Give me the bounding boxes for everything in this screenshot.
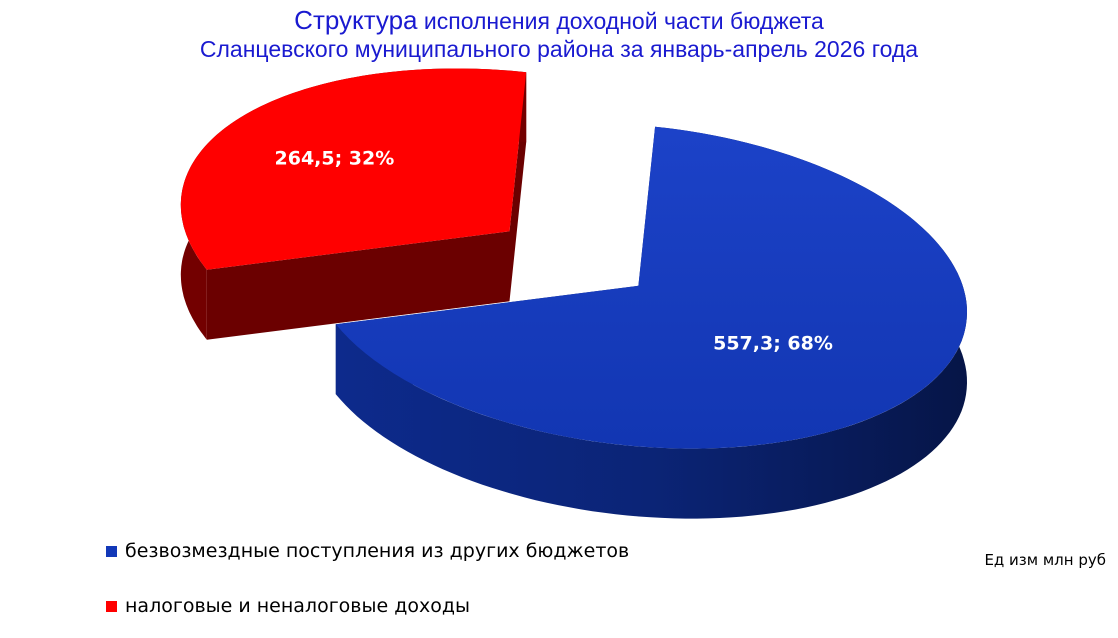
chart-title: Структура исполнения доходной части бюдж… — [0, 6, 1118, 63]
title-line-2: Сланцевского муниципального района за ян… — [199, 36, 919, 62]
slice-transfers — [335, 126, 967, 449]
data-label-transfers: 557,3; 68% — [713, 333, 833, 355]
unit-note: Ед изм млн руб — [984, 551, 1106, 569]
data-label-tax-revenue: 264,5; 32% — [275, 147, 395, 169]
slice-wall-start — [206, 231, 510, 340]
title-first-word: Структура — [294, 5, 418, 35]
legend-swatch-blue — [106, 545, 117, 557]
legend-item-transfers: безвозмездные поступления из других бюдж… — [106, 539, 629, 563]
slice-tax-revenue — [180, 68, 527, 270]
legend-label-transfers: безвозмездные поступления из других бюдж… — [125, 540, 630, 562]
title-line-1-rest: исполнения доходной части бюджета — [423, 8, 824, 34]
legend-item-tax-revenue: налоговые и неналоговые доходы — [106, 594, 470, 618]
legend-label-tax-revenue: налоговые и неналоговые доходы — [125, 595, 471, 617]
title-line-1: Структура исполнения доходной части бюдж… — [0, 6, 1118, 35]
legend-swatch-red — [106, 600, 117, 612]
